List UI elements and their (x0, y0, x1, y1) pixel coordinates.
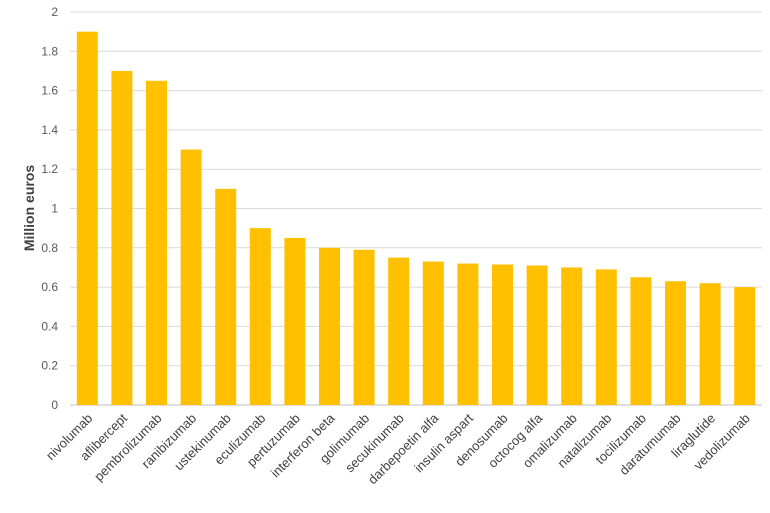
bar-aflibercept (111, 70, 133, 405)
bar-natalizumab (595, 269, 617, 405)
bar-ustekinumab (215, 188, 237, 405)
y-tick-label: 1.2 (41, 162, 58, 176)
gridlines (70, 11, 762, 406)
bars (76, 31, 756, 406)
y-tick-labels: 0 0.2 0.4 0.6 0.8 1 1.2 1.4 1.6 1.8 2 (41, 5, 58, 412)
y-axis-title: Million euros (21, 165, 37, 252)
bar-secukinumab (388, 257, 410, 405)
y-tick-label: 0.2 (41, 359, 58, 373)
bar-golimumab (353, 249, 375, 405)
bar-daratumumab (665, 281, 686, 405)
bar-tocilizumab (630, 277, 652, 405)
y-tick-label: 0.8 (41, 241, 58, 255)
bar-vedolizumab (734, 287, 756, 405)
y-tick-label: 0.4 (41, 319, 58, 333)
y-tick-label: 0.6 (41, 280, 58, 294)
bar-insulin-aspart (457, 263, 479, 405)
bar-denosumab (492, 264, 513, 405)
y-tick-label: 1.8 (41, 44, 58, 58)
y-tick-label: 1.6 (41, 84, 58, 98)
x-tick-labels: nivolumabafliberceptpembrolizumabranibiz… (43, 410, 753, 487)
y-tick-label: 1.4 (41, 123, 58, 137)
bar-interferon-beta (319, 247, 340, 405)
bar-darbepoetin-alfa (422, 261, 444, 405)
y-tick-label: 0 (51, 398, 58, 412)
y-tick-label: 1 (51, 202, 58, 216)
bar-pembrolizumab (146, 80, 167, 406)
bar-omalizumab (561, 267, 583, 405)
bar-eculizumab (249, 228, 271, 405)
bar-liraglutide (699, 283, 721, 405)
bar-ranibizumab (180, 149, 202, 405)
bar-pertuzumab (284, 237, 306, 405)
y-tick-label: 2 (51, 5, 58, 19)
bar-octocog-alfa (526, 265, 548, 405)
bar-nivolumab (76, 31, 98, 406)
